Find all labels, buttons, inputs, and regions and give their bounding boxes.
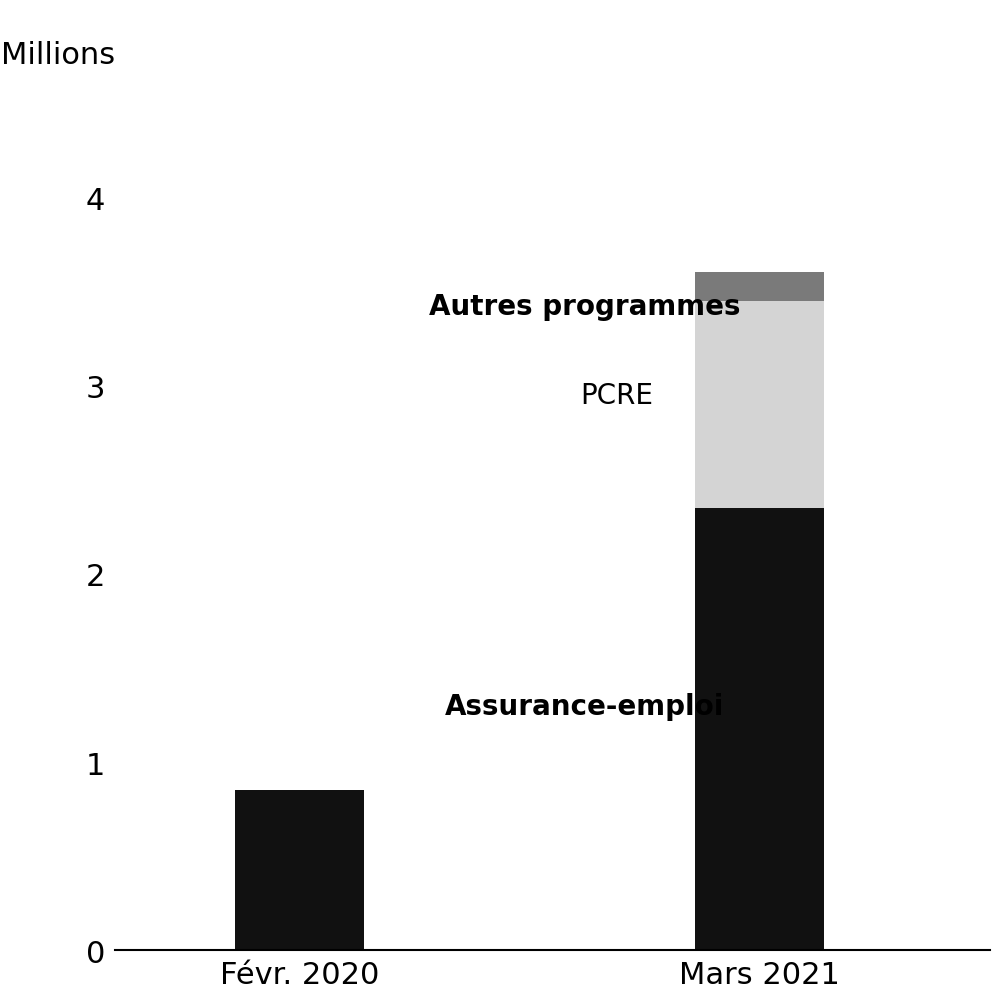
Text: Millions: Millions: [1, 41, 115, 70]
Text: Assurance-emploi: Assurance-emploi: [444, 692, 724, 720]
Text: Autres programmes: Autres programmes: [428, 293, 740, 321]
Text: PCRE: PCRE: [580, 381, 653, 409]
Bar: [695, 273, 823, 301]
Bar: [695, 301, 823, 509]
Bar: [695, 509, 823, 951]
Bar: [235, 790, 363, 951]
